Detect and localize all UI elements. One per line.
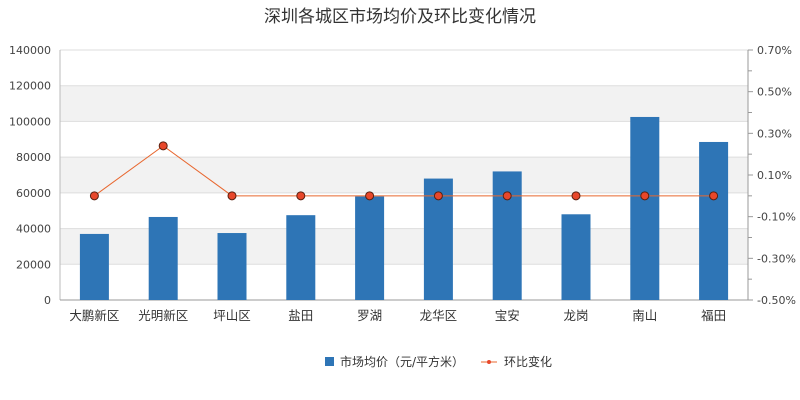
legend-line-marker [487,360,491,364]
bar [699,141,729,300]
y-left-tick-label: 60000 [16,187,51,200]
legend-bar-swatch [325,357,334,366]
y-right-tick-label: 0.50% [757,86,792,99]
line-point [502,191,512,201]
y-left-tick-label: 40000 [16,223,51,236]
line-point [709,191,719,201]
bar [286,215,316,300]
y-left-tick-label: 120000 [9,80,51,93]
x-tick-label: 龙华区 [420,308,458,323]
y-right-tick-label: 0.30% [757,127,792,140]
x-tick-label: 大鹏新区 [69,308,119,323]
bar [355,196,385,300]
x-tick-label: 宝安 [495,308,520,323]
line-point [433,191,443,201]
legend: 市场均价（元/平方米） 环比变化 [325,354,552,369]
plot-band [60,85,748,122]
line-point [640,191,650,201]
y-left-tick-label: 20000 [16,258,51,271]
line-point [571,191,581,201]
bar-series [79,116,729,300]
x-tick-label: 坪山区 [213,308,251,323]
x-tick-label: 南山 [632,308,657,323]
line-path [94,145,714,197]
y-left-tick-label: 0 [44,294,51,307]
line-point [296,191,306,201]
line-point [89,191,99,201]
bar [148,216,178,300]
x-tick-label: 龙岗 [563,308,588,323]
y-right-tick-label: -0.30% [757,252,796,265]
x-tick-label: 盐田 [288,308,313,323]
y-right-tick-label: -0.50% [757,294,796,307]
x-tick-label: 罗湖 [357,308,382,323]
line-point [365,191,375,201]
bar [79,233,109,300]
y-left-tick-label: 80000 [16,151,51,164]
y-left-tick-label: 140000 [9,44,51,57]
line-point [227,191,237,201]
y-right-tick-label: 0.10% [757,169,792,182]
line-point [158,141,168,151]
x-tick-label: 福田 [701,308,726,323]
chart-title: 深圳各城区市场均价及环比变化情况 [264,7,536,27]
bar [492,171,522,300]
legend-bar-label: 市场均价（元/平方米） [340,354,464,369]
x-tick-label: 光明新区 [138,308,188,323]
legend-line-label: 环比变化 [504,354,552,369]
bar [630,116,660,300]
tick-labels: 0 20000 40000 60000 80000 100000 120000 140000 -… [9,44,796,323]
line-series [89,141,719,201]
bar [561,214,591,300]
bar [217,233,247,300]
y-left-tick-label: 100000 [9,115,51,128]
y-right-tick-label: -0.10% [757,211,796,224]
y-right-tick-label: 0.70% [757,44,792,57]
